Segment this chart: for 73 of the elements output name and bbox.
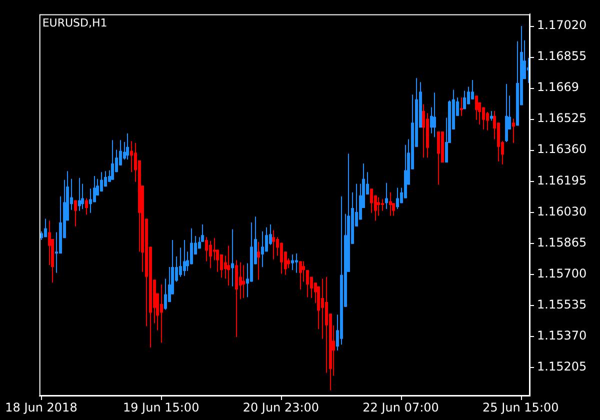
candlestick — [482, 106, 485, 130]
candlestick — [325, 276, 328, 374]
candlestick — [377, 196, 380, 216]
candlestick — [201, 224, 204, 242]
candlestick — [239, 262, 242, 300]
y-tick-label: 1.15865 — [537, 235, 587, 250]
y-tick-label: 1.16030 — [537, 204, 587, 218]
chart-title: EURUSD,H1 — [42, 16, 108, 30]
candlestick — [396, 187, 399, 210]
candlestick — [220, 254, 223, 278]
x-tick-label: 19 Jun 15:00 — [122, 400, 200, 414]
y-tick-label: 1.16360 — [537, 142, 587, 156]
candlestick — [93, 176, 96, 203]
y-tick-label: 1.15205 — [537, 359, 587, 374]
candlestick — [370, 188, 373, 214]
candlestick — [321, 278, 324, 340]
x-tick-label: 22 Jun 07:00 — [362, 400, 439, 414]
candlestick — [164, 278, 167, 310]
candlestick — [486, 111, 489, 131]
candlestick — [389, 192, 392, 216]
x-tick-label: 20 Jun 23:00 — [242, 400, 320, 414]
candlestick — [78, 177, 81, 212]
candlestick — [242, 264, 245, 299]
y-tick-label: 1.15535 — [537, 297, 587, 312]
candlestick — [261, 230, 264, 268]
candlestick — [512, 118, 515, 144]
candlestick — [227, 245, 230, 286]
candlestick — [463, 90, 466, 110]
candlestick — [475, 95, 478, 120]
candlestick — [100, 172, 103, 192]
candlestick — [460, 96, 463, 116]
candlestick — [130, 140, 133, 173]
candlestick — [74, 200, 77, 227]
candlestick — [85, 198, 88, 216]
candlestick — [306, 270, 309, 298]
candlestick — [265, 226, 268, 252]
candlestick — [272, 230, 275, 260]
y-tick-label: 1.17020 — [537, 18, 587, 32]
candlestick — [295, 253, 298, 274]
candlestick — [299, 260, 302, 290]
candlestick — [471, 79, 474, 100]
candlestick — [437, 131, 440, 186]
candlestick — [111, 140, 114, 180]
candlestick — [205, 236, 208, 262]
candlestick — [183, 239, 186, 276]
y-tick-label: 1.15370 — [537, 328, 587, 342]
candlestick — [126, 132, 129, 160]
y-tick-label: 1.16525 — [537, 111, 587, 126]
candlestick — [433, 92, 436, 138]
candlestick — [209, 240, 212, 269]
candlestick — [160, 284, 163, 344]
candlestick — [291, 254, 294, 271]
x-tick-label: 18 Jun 2018 — [5, 400, 78, 414]
candlestick — [48, 220, 51, 266]
candlestick — [44, 218, 47, 238]
y-tick-label: 1.16195 — [537, 173, 587, 188]
candlestick — [231, 228, 234, 287]
candlestick — [467, 86, 470, 105]
candlestick — [422, 104, 425, 158]
candlestick — [89, 188, 92, 214]
candlestick — [257, 241, 260, 280]
candlestick — [302, 260, 305, 282]
candlestick — [104, 170, 107, 188]
y-tick-label: 1.1669 — [537, 80, 579, 94]
candlestick — [381, 198, 384, 212]
candlestick — [280, 242, 283, 274]
y-tick-label: 1.15700 — [537, 266, 587, 280]
candlestick — [190, 228, 193, 265]
candlestick — [179, 247, 182, 278]
candlestick — [213, 238, 216, 261]
candlestick — [385, 182, 388, 210]
y-tick-label: 1.16855 — [537, 49, 587, 64]
x-tick-label: 25 Jun 15:00 — [482, 400, 559, 414]
